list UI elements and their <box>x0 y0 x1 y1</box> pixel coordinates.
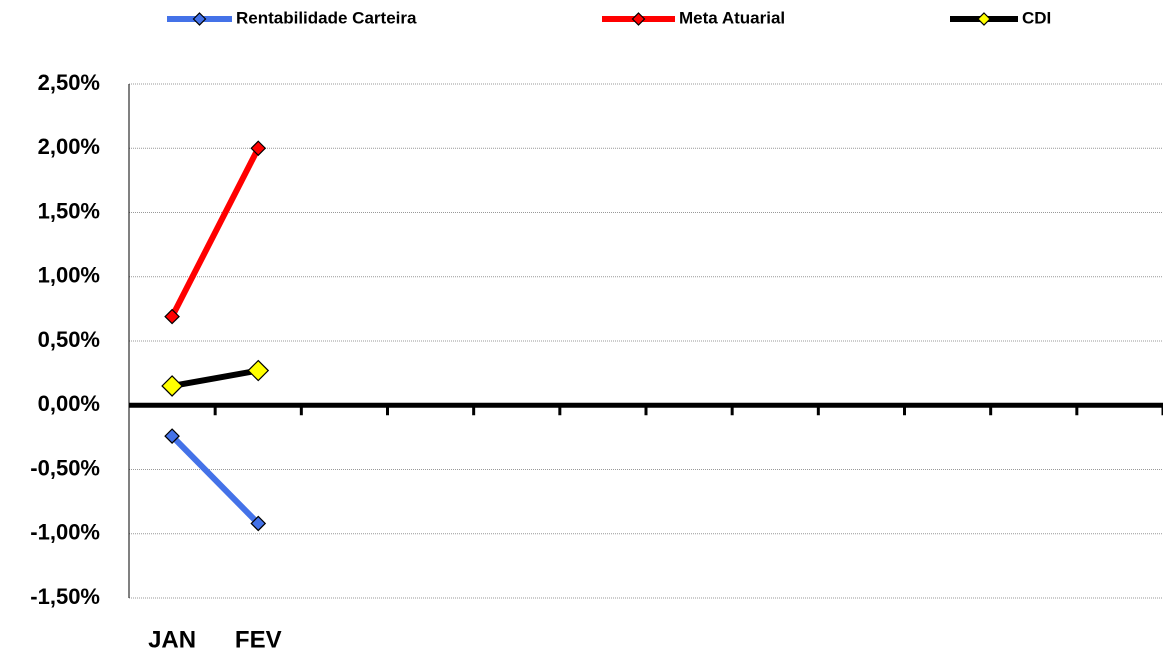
marker <box>250 140 267 157</box>
y-tick-label: 2,00% <box>38 134 100 159</box>
series-line <box>169 433 261 526</box>
y-tick-label: -0,50% <box>30 455 100 480</box>
legend-label: CDI <box>1022 8 1051 27</box>
marker <box>247 359 270 382</box>
marker <box>161 375 183 397</box>
marker <box>250 515 267 532</box>
marker <box>164 428 180 444</box>
x-tick-label: FEV <box>235 626 282 653</box>
y-tick-label: -1,00% <box>30 520 100 545</box>
series-line <box>169 146 261 318</box>
series-line <box>171 367 259 389</box>
y-tick-label: 0,50% <box>38 327 100 352</box>
y-tick-label: -1,50% <box>30 584 100 609</box>
legend-marker <box>977 12 991 26</box>
legend-marker <box>631 12 646 26</box>
y-tick-label: 1,00% <box>38 263 100 288</box>
legend-label: Rentabilidade Carteira <box>236 8 417 27</box>
y-tick-label: 2,50% <box>38 70 100 95</box>
legend-label: Meta Atuarial <box>679 8 785 27</box>
legend-marker <box>192 12 207 26</box>
marker <box>164 308 180 325</box>
y-tick-label: 0,00% <box>38 391 100 416</box>
y-tick-label: 1,50% <box>38 198 100 223</box>
x-tick-label: JAN <box>148 626 196 653</box>
